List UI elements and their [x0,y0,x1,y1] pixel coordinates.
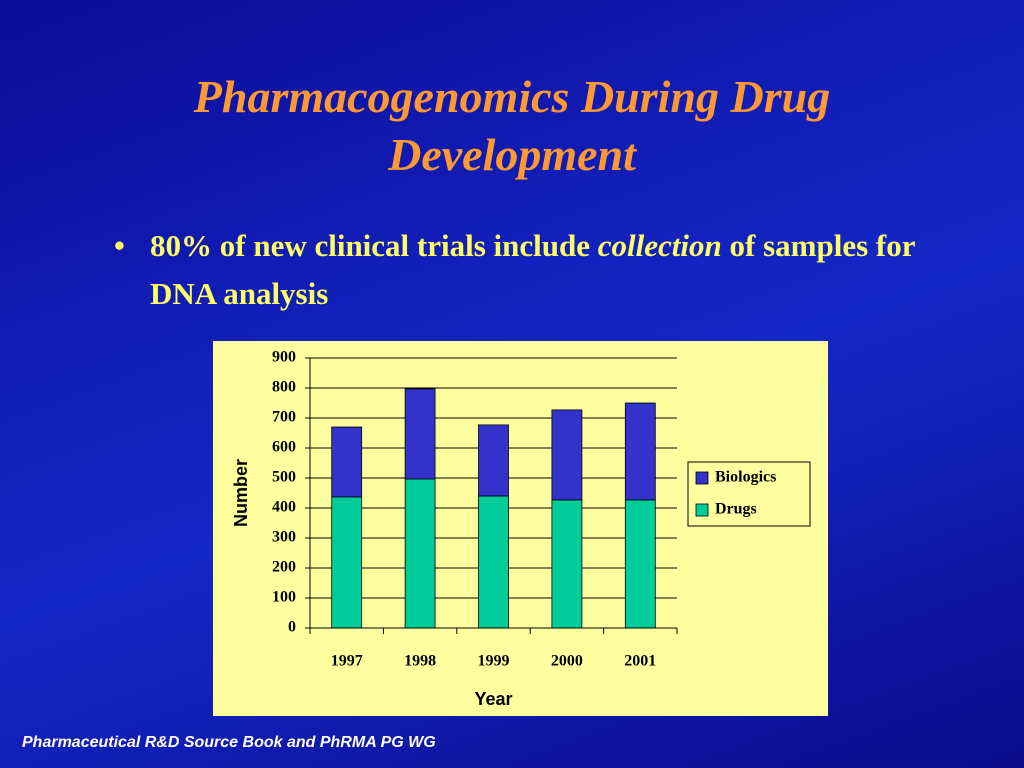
bar-segment [551,409,583,501]
bar-segment [624,499,656,629]
legend-label: Biologics [715,469,776,486]
x-tick-label: 1997 [331,653,363,670]
x-tick-label: 1999 [478,653,510,670]
y-tick-label: 800 [272,379,296,396]
bullet-part: of new clinical trials include [219,228,591,263]
chart-area [213,341,828,716]
y-tick-label: 0 [288,619,296,636]
slide-title: Pharmacogenomics During Drug Development [193,71,831,180]
y-tick-label: 300 [272,529,296,546]
legend-label: Drugs [715,501,757,518]
bullet: 80% of new clinical trials include colle… [114,222,950,318]
x-tick-label: 1998 [404,653,436,670]
bullet-part: of samples for DNA analysis [150,228,915,311]
bar-segment [551,499,583,629]
y-tick-label: 500 [272,469,296,486]
y-tick-label: 900 [272,349,296,366]
y-tick-label: 600 [272,439,296,456]
legend-swatch [695,471,709,485]
bullet-part: collection [597,228,722,263]
x-tick-label: 2000 [551,653,583,670]
bar-segment [331,426,363,498]
bar-segment [624,402,656,501]
legend-swatch [695,503,709,517]
x-tick-label: 2001 [624,653,656,670]
bar-segment [331,496,363,629]
y-tick-label: 400 [272,499,296,516]
y-axis-label: Number [231,459,251,527]
y-tick-label: 700 [272,409,296,426]
bar-segment [478,424,509,497]
y-tick-label: 200 [272,559,296,576]
bar-segment [478,495,509,629]
bullet-part: 80% [150,228,212,263]
bar-segment [404,388,436,480]
bar-segment [404,478,436,629]
y-tick-label: 100 [272,589,296,606]
x-axis-label: Year [474,689,512,709]
footer: Pharmaceutical R&D Source Book and PhRMA… [22,734,436,751]
